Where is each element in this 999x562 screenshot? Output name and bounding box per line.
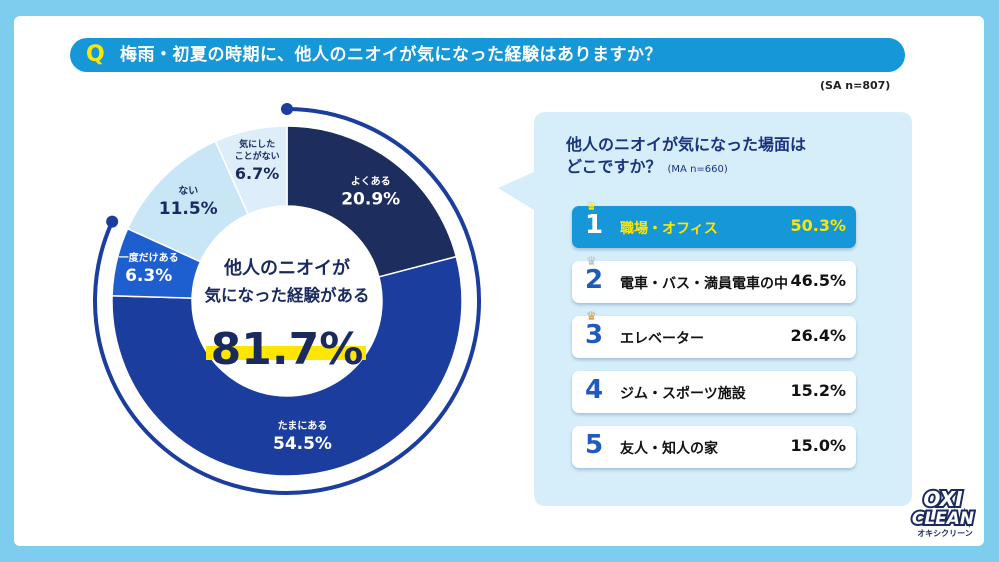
- oxiclean-logo: OXI CLEAN オキシクリーン: [910, 486, 976, 538]
- slice-label-4: ない: [178, 185, 198, 197]
- slice-label-2: たまにある: [278, 419, 328, 432]
- rank-number: 2: [584, 265, 604, 295]
- sub-question: 他人のニオイが気になった場面は どこですか？ (MA n=660): [566, 134, 886, 181]
- sub-question-line1: 他人のニオイが気になった場面は: [566, 135, 807, 154]
- slice-value-4: 11.5%: [159, 199, 218, 219]
- sub-sample-size: (MA n=660): [667, 164, 728, 175]
- question-bar: [70, 38, 905, 72]
- rank-number: 4: [584, 375, 604, 405]
- slice-label-5: 気にした: [239, 138, 275, 150]
- question-mark: Q: [86, 42, 105, 67]
- rank-card-4: 4 ジム・スポーツ施設 15.2%: [572, 371, 856, 413]
- question-text: 梅雨・初夏の時期に、他人のニオイが気になった経験はありますか？: [120, 45, 662, 65]
- slice-value-5: 6.7%: [235, 164, 279, 183]
- rank-number: 5: [584, 430, 604, 460]
- total-percentage: 81.7%: [211, 324, 364, 375]
- center-line2: 気になった経験がある: [204, 285, 370, 305]
- rank-label: 電車・バス・満員電車の中: [620, 276, 788, 292]
- crown-icon-bronze: ♛: [586, 309, 597, 323]
- center-line1: 他人のニオイが: [223, 257, 350, 279]
- slice-labels: よくある 20.9% たまにある 54.5% 一度だけある 6.3% ない 11.5% 気にした…: [119, 138, 401, 454]
- logo-text-line3: オキシクリーン: [917, 528, 973, 538]
- rank-value: 15.0%: [790, 436, 846, 455]
- rank-value: 15.2%: [790, 381, 846, 400]
- outer-arc: [93, 103, 481, 495]
- slice-label-3: 一度だけある: [119, 251, 179, 264]
- rank-number: 3: [584, 320, 604, 350]
- logo-text-line1: OXI: [923, 487, 963, 511]
- rank-value: 50.3%: [790, 216, 846, 235]
- rank-value: 26.4%: [790, 326, 846, 345]
- sample-size: (SA n=807): [820, 79, 891, 92]
- rank-label: エレベーター: [620, 331, 704, 347]
- sub-question-line2-wrap: どこですか？ (MA n=660): [566, 156, 886, 181]
- total-highlight: [206, 346, 366, 360]
- slice-label-1: よくある: [351, 175, 391, 188]
- rank-card-2: ♛ 2 電車・バス・満員電車の中 46.5%: [572, 254, 856, 303]
- rank-label: 友人・知人の家: [620, 441, 718, 457]
- experienced-arc: [93, 107, 481, 495]
- donut-slices: [111, 125, 463, 477]
- slice-5: [214, 125, 288, 216]
- rank-card-3: ♛ 3 エレベーター 26.4%: [572, 309, 856, 358]
- rank-label: 職場・オフィス: [620, 221, 718, 237]
- slice-value-2: 54.5%: [273, 434, 332, 454]
- crown-icon-gold: ♛: [586, 199, 597, 213]
- slice-2: [111, 255, 463, 477]
- slice-value-3: 6.3%: [125, 266, 172, 286]
- slice-label-5: ことがない: [235, 150, 280, 162]
- rank-value: 46.5%: [790, 271, 846, 290]
- rank-number: 1: [584, 210, 604, 240]
- slice-1: [286, 125, 458, 278]
- rank-label: ジム・スポーツ施設: [620, 386, 746, 402]
- sub-question-line2: どこですか？: [566, 157, 662, 176]
- logo-text-line2: CLEAN: [912, 509, 974, 529]
- slice-value-1: 20.9%: [341, 190, 400, 210]
- arc-endpoint-2: [106, 215, 119, 228]
- center-group: 他人のニオイが 気になった経験がある 81.7%: [204, 257, 370, 375]
- arc-endpoint-1: [281, 103, 293, 115]
- rank-card-5: 5 友人・知人の家 15.0%: [572, 426, 856, 468]
- rank-card-1: ♛ 1 職場・オフィス 50.3%: [572, 199, 856, 248]
- crown-icon-silver: ♛: [586, 254, 597, 268]
